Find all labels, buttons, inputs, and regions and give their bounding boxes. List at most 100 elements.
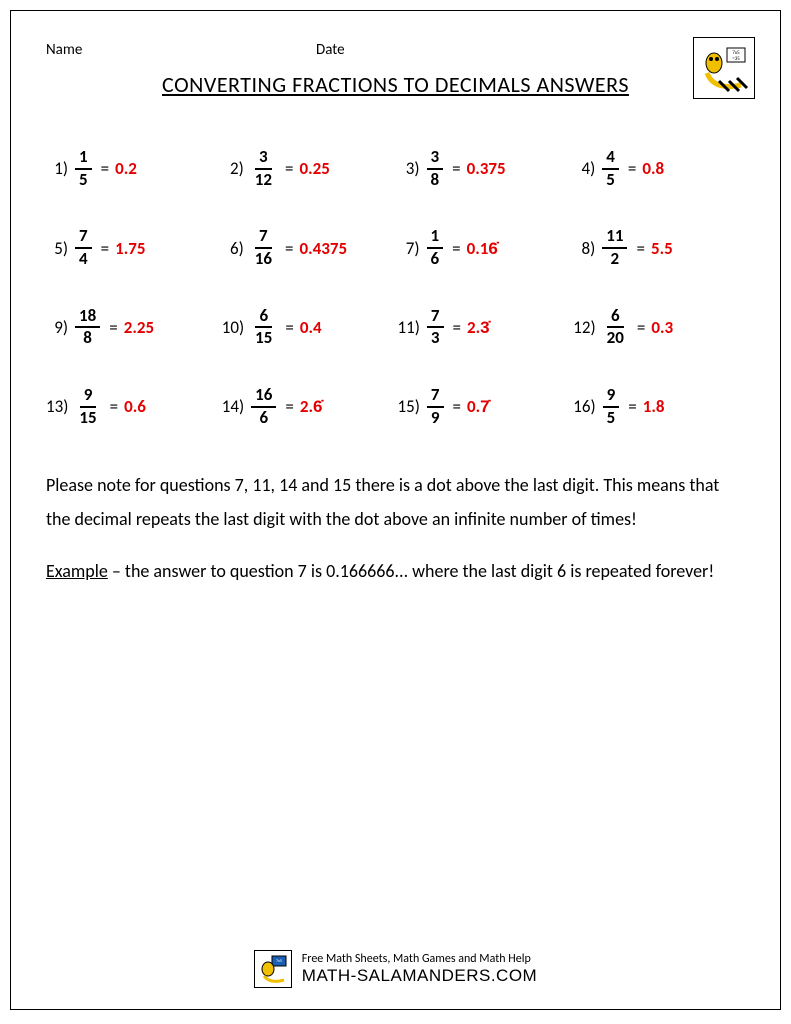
answer: 0.8 <box>642 158 664 179</box>
fraction: 73 <box>427 307 444 348</box>
equals-sign: = <box>110 396 118 417</box>
problem-15: 15)79=0.7̇ <box>398 386 570 427</box>
salamander-logo-icon: 7x5 =35 <box>693 37 755 99</box>
fraction: 915 <box>75 386 100 427</box>
problem-number: 9) <box>46 317 68 338</box>
problem-number: 4) <box>573 158 595 179</box>
footer: 7x5 Free Math Sheets, Math Games and Mat… <box>11 950 780 989</box>
problem-number: 5) <box>46 238 68 259</box>
footer-text: Free Math Sheets, Math Games and Math He… <box>302 952 537 987</box>
equals-sign: = <box>285 158 293 179</box>
equals-sign: = <box>453 317 461 338</box>
problem-1: 1) 15 = 0.2 <box>46 148 218 189</box>
fraction: 112 <box>602 227 627 268</box>
page-title: CONVERTING FRACTIONS TO DECIMALS ANSWERS <box>162 71 629 98</box>
numerator: 3 <box>255 148 272 170</box>
denominator: 2 <box>607 249 624 269</box>
note-paragraph: Please note for questions 7, 11, 14 and … <box>46 468 745 536</box>
answer: 0.16̇ <box>467 238 498 259</box>
denominator: 8 <box>79 328 96 348</box>
answer: 0.4375 <box>299 238 347 259</box>
fraction: 716 <box>251 227 276 268</box>
denominator: 5 <box>603 408 620 428</box>
problem-number: 1) <box>46 158 68 179</box>
fraction: 620 <box>603 307 628 348</box>
svg-text:7x5: 7x5 <box>276 959 282 964</box>
denominator: 6 <box>255 408 272 428</box>
equals-sign: = <box>452 238 460 259</box>
answer: 2.25 <box>124 317 154 338</box>
fraction: 615 <box>251 307 276 348</box>
worksheet-page: Name Date CONVERTING FRACTIONS TO DECIMA… <box>10 10 781 1010</box>
numerator: 1 <box>427 227 444 249</box>
denominator: 15 <box>75 408 100 428</box>
example-text: – the answer to question 7 is 0.166666..… <box>108 560 714 582</box>
answer: 1.8 <box>643 396 665 417</box>
problem-number: 6) <box>222 238 244 259</box>
problems-grid: 1)15=0.22)312=0.253)38=0.3754)45=0.85)74… <box>46 148 745 428</box>
title-row: CONVERTING FRACTIONS TO DECIMALS ANSWERS… <box>46 67 745 98</box>
numerator: 7 <box>255 227 272 249</box>
answer: 5.5 <box>651 238 673 259</box>
equals-sign: = <box>101 238 109 259</box>
denominator: 3 <box>427 328 444 348</box>
footer-tagline: Free Math Sheets, Math Games and Math He… <box>302 952 537 966</box>
fraction: 45 <box>602 148 619 189</box>
numerator: 7 <box>75 227 92 249</box>
problem-11: 11)73=2.3̇ <box>398 307 570 348</box>
fraction: 95 <box>603 386 620 427</box>
problem-number: 8) <box>573 238 595 259</box>
denominator: 20 <box>603 328 628 348</box>
problem-number: 14) <box>222 396 244 417</box>
fraction: 16 <box>427 227 444 268</box>
fraction: 74 <box>75 227 92 268</box>
problem-number: 16) <box>573 396 595 417</box>
equals-sign: = <box>101 158 109 179</box>
answer: 0.6 <box>124 396 146 417</box>
header-row: Name Date <box>46 41 745 59</box>
name-label: Name <box>46 41 316 59</box>
problem-10: 10)615=0.4 <box>222 307 394 348</box>
problem-number: 3) <box>398 158 420 179</box>
equals-sign: = <box>452 158 460 179</box>
date-label: Date <box>316 41 345 59</box>
numerator: 9 <box>603 386 620 408</box>
numerator: 3 <box>427 148 444 170</box>
denominator: 12 <box>251 170 276 190</box>
equals-sign: = <box>285 396 293 417</box>
numerator: 6 <box>255 307 272 329</box>
problem-9: 9) 188 = 2.25 <box>46 307 218 348</box>
problem-3: 3)38=0.375 <box>398 148 570 189</box>
fraction: 188 <box>75 307 100 348</box>
problem-number: 7) <box>398 238 420 259</box>
numerator: 9 <box>80 386 97 408</box>
equals-sign: = <box>285 238 293 259</box>
answer: 0.2 <box>115 158 137 179</box>
numerator: 4 <box>602 148 619 170</box>
problem-number: 15) <box>398 396 420 417</box>
equals-sign: = <box>637 317 645 338</box>
answer: 0.7̇ <box>467 396 490 417</box>
numerator: 16 <box>251 386 276 408</box>
fraction: 38 <box>427 148 444 189</box>
equals-sign: = <box>109 317 117 338</box>
problem-16: 16) 95 = 1.8 <box>573 386 745 427</box>
denominator: 5 <box>75 170 92 190</box>
denominator: 4 <box>75 249 92 269</box>
fraction: 312 <box>251 148 276 189</box>
footer-site: MATH-SALAMANDERS.COM <box>302 966 537 986</box>
denominator: 8 <box>427 170 444 190</box>
equals-sign: = <box>628 396 636 417</box>
equals-sign: = <box>453 396 461 417</box>
equals-sign: = <box>285 317 293 338</box>
denominator: 6 <box>427 249 444 269</box>
fraction: 166 <box>251 386 276 427</box>
denominator: 15 <box>251 328 276 348</box>
numerator: 18 <box>75 307 100 329</box>
footer-logo-icon: 7x5 <box>254 950 292 988</box>
numerator: 6 <box>607 307 624 329</box>
problem-2: 2)312=0.25 <box>222 148 394 189</box>
answer: 0.25 <box>299 158 329 179</box>
numerator: 1 <box>75 148 92 170</box>
problem-number: 12) <box>573 317 595 338</box>
